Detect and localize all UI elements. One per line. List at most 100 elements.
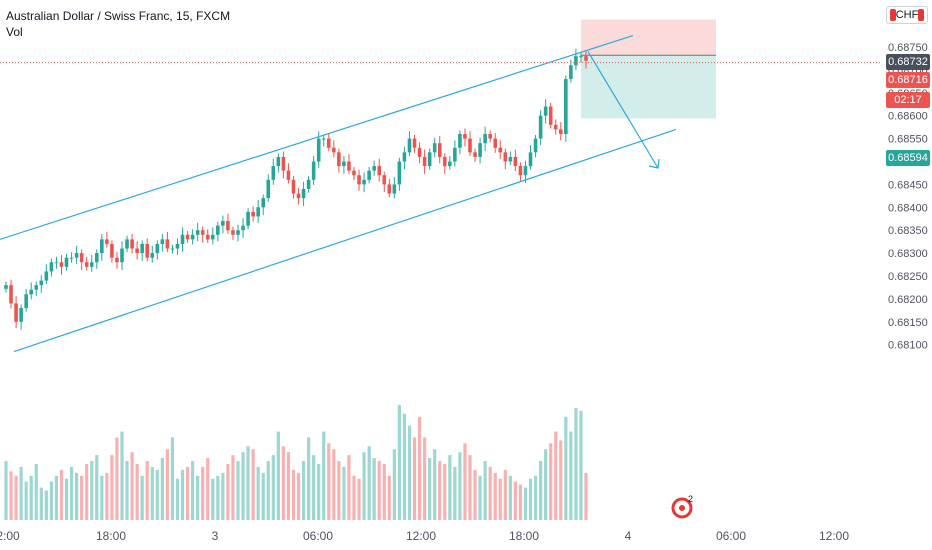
candle-body <box>84 262 89 267</box>
candle-body <box>29 289 34 295</box>
candle-body <box>337 152 341 167</box>
volume-bar <box>478 475 482 520</box>
volume-bar <box>362 452 366 520</box>
currency-button[interactable]: CHF <box>886 6 928 24</box>
candle-body <box>332 147 336 153</box>
candle-body <box>54 262 59 264</box>
candle-body <box>231 230 235 235</box>
candle-body <box>34 285 39 290</box>
volume-bar <box>483 461 487 520</box>
volume-bar <box>569 431 573 520</box>
volume-bar <box>327 443 331 520</box>
volume-bar <box>105 472 109 520</box>
candle-body <box>417 147 422 157</box>
volume-bar <box>523 487 528 520</box>
candle-body <box>397 161 402 185</box>
candle-body <box>24 294 28 309</box>
tradingview-logo-icon[interactable]: 2 <box>670 494 696 520</box>
volume-bar <box>559 440 563 520</box>
volume-bar <box>458 452 462 520</box>
candle-body <box>558 129 563 135</box>
volume-bar <box>286 452 291 520</box>
candle-body <box>347 161 351 171</box>
volume-bar <box>256 466 260 520</box>
channel-upper-line <box>0 34 634 240</box>
volume-bar <box>453 466 457 520</box>
candle-body <box>387 184 392 194</box>
volume-bar <box>175 478 180 520</box>
volume-bar <box>100 475 104 520</box>
y-tick-label: 0.68250 <box>888 271 928 283</box>
candle-body <box>64 257 69 267</box>
volume-bar <box>357 478 361 520</box>
volume-bar <box>428 458 432 520</box>
current-price-tag: 0.68732 <box>886 54 930 70</box>
volume-bar <box>150 466 154 520</box>
volume-bar <box>387 475 391 520</box>
candle-body <box>321 138 326 140</box>
last-price-tag: 0.68716 <box>886 72 930 88</box>
volume-bar <box>539 461 543 520</box>
stop-loss-zone <box>581 19 716 56</box>
candle-body <box>74 253 79 258</box>
volume-bar <box>34 463 38 520</box>
forecast-arrow-head <box>648 158 660 169</box>
candle-body <box>548 106 553 125</box>
volume-bar <box>165 449 169 520</box>
candle-body <box>468 138 472 153</box>
volume-bar <box>412 437 417 520</box>
volume-bar <box>448 455 452 520</box>
volume-bar <box>196 475 200 520</box>
x-tick-label: 18:00 <box>509 529 539 543</box>
volume-bar <box>130 452 134 520</box>
y-tick-label: 0.68450 <box>888 179 928 191</box>
candle-body <box>266 179 271 199</box>
candle-body <box>100 239 104 254</box>
volume-bar <box>533 475 538 520</box>
candle-body <box>125 239 129 249</box>
volume-bar <box>372 458 376 520</box>
candle-body <box>432 143 437 153</box>
volume-bar <box>397 405 401 520</box>
candle-body <box>326 138 331 148</box>
volume-bar <box>367 446 371 520</box>
volume-legend: Vol <box>6 25 23 39</box>
candle-body <box>488 134 492 139</box>
candle-body <box>453 147 457 162</box>
candle-body <box>291 179 296 194</box>
volume-bar <box>377 461 381 520</box>
x-tick-label: 4 <box>625 529 632 543</box>
candle-body <box>236 230 240 235</box>
candle-body <box>523 166 528 176</box>
y-tick-label: 0.68350 <box>888 225 928 237</box>
volume-bar <box>85 463 89 520</box>
candle-body <box>9 285 13 304</box>
y-tick-label: 0.68150 <box>888 317 928 329</box>
candle-body <box>261 198 266 208</box>
y-tick-label: 0.68400 <box>888 202 928 214</box>
candle-body <box>195 230 200 235</box>
candle-body <box>185 234 190 240</box>
volume-bar <box>518 484 523 520</box>
volume-bar <box>251 449 255 520</box>
candle-body <box>246 211 250 226</box>
candle-body <box>427 152 432 167</box>
volume-bar <box>276 431 280 520</box>
volume-bar <box>579 410 583 520</box>
candle-body <box>352 170 356 176</box>
candle-body <box>518 166 523 176</box>
volume-bar <box>266 461 270 520</box>
volume-bar <box>554 431 558 520</box>
candle-body <box>39 280 44 286</box>
volume-bar <box>24 481 28 520</box>
volume-bar <box>135 463 139 520</box>
volume-bar <box>332 449 336 520</box>
candle-body <box>533 138 538 153</box>
candle-body <box>256 207 260 217</box>
candle-body <box>478 143 482 157</box>
candle-body <box>463 134 467 139</box>
volume-bar <box>473 469 477 520</box>
forecast-arrow-line <box>587 51 659 169</box>
candle-body <box>14 303 18 322</box>
